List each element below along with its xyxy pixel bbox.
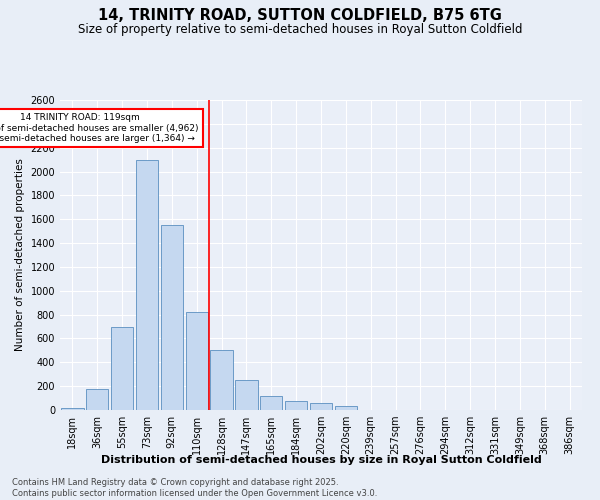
Bar — [310, 404, 332, 410]
Bar — [111, 326, 133, 410]
Bar — [211, 350, 233, 410]
Bar — [235, 380, 257, 410]
Bar — [185, 312, 208, 410]
Text: Size of property relative to semi-detached houses in Royal Sutton Coldfield: Size of property relative to semi-detach… — [78, 22, 522, 36]
Bar — [86, 389, 109, 410]
Bar — [285, 401, 307, 410]
Y-axis label: Number of semi-detached properties: Number of semi-detached properties — [15, 158, 25, 352]
Text: Distribution of semi-detached houses by size in Royal Sutton Coldfield: Distribution of semi-detached houses by … — [101, 455, 541, 465]
Text: 14 TRINITY ROAD: 119sqm
← 78% of semi-detached houses are smaller (4,962)
21% of: 14 TRINITY ROAD: 119sqm ← 78% of semi-de… — [0, 113, 198, 143]
Bar — [161, 225, 183, 410]
Text: 14, TRINITY ROAD, SUTTON COLDFIELD, B75 6TG: 14, TRINITY ROAD, SUTTON COLDFIELD, B75 … — [98, 8, 502, 22]
Bar — [136, 160, 158, 410]
Bar — [335, 406, 357, 410]
Bar — [260, 396, 283, 410]
Text: Contains HM Land Registry data © Crown copyright and database right 2025.
Contai: Contains HM Land Registry data © Crown c… — [12, 478, 377, 498]
Bar — [61, 408, 83, 410]
